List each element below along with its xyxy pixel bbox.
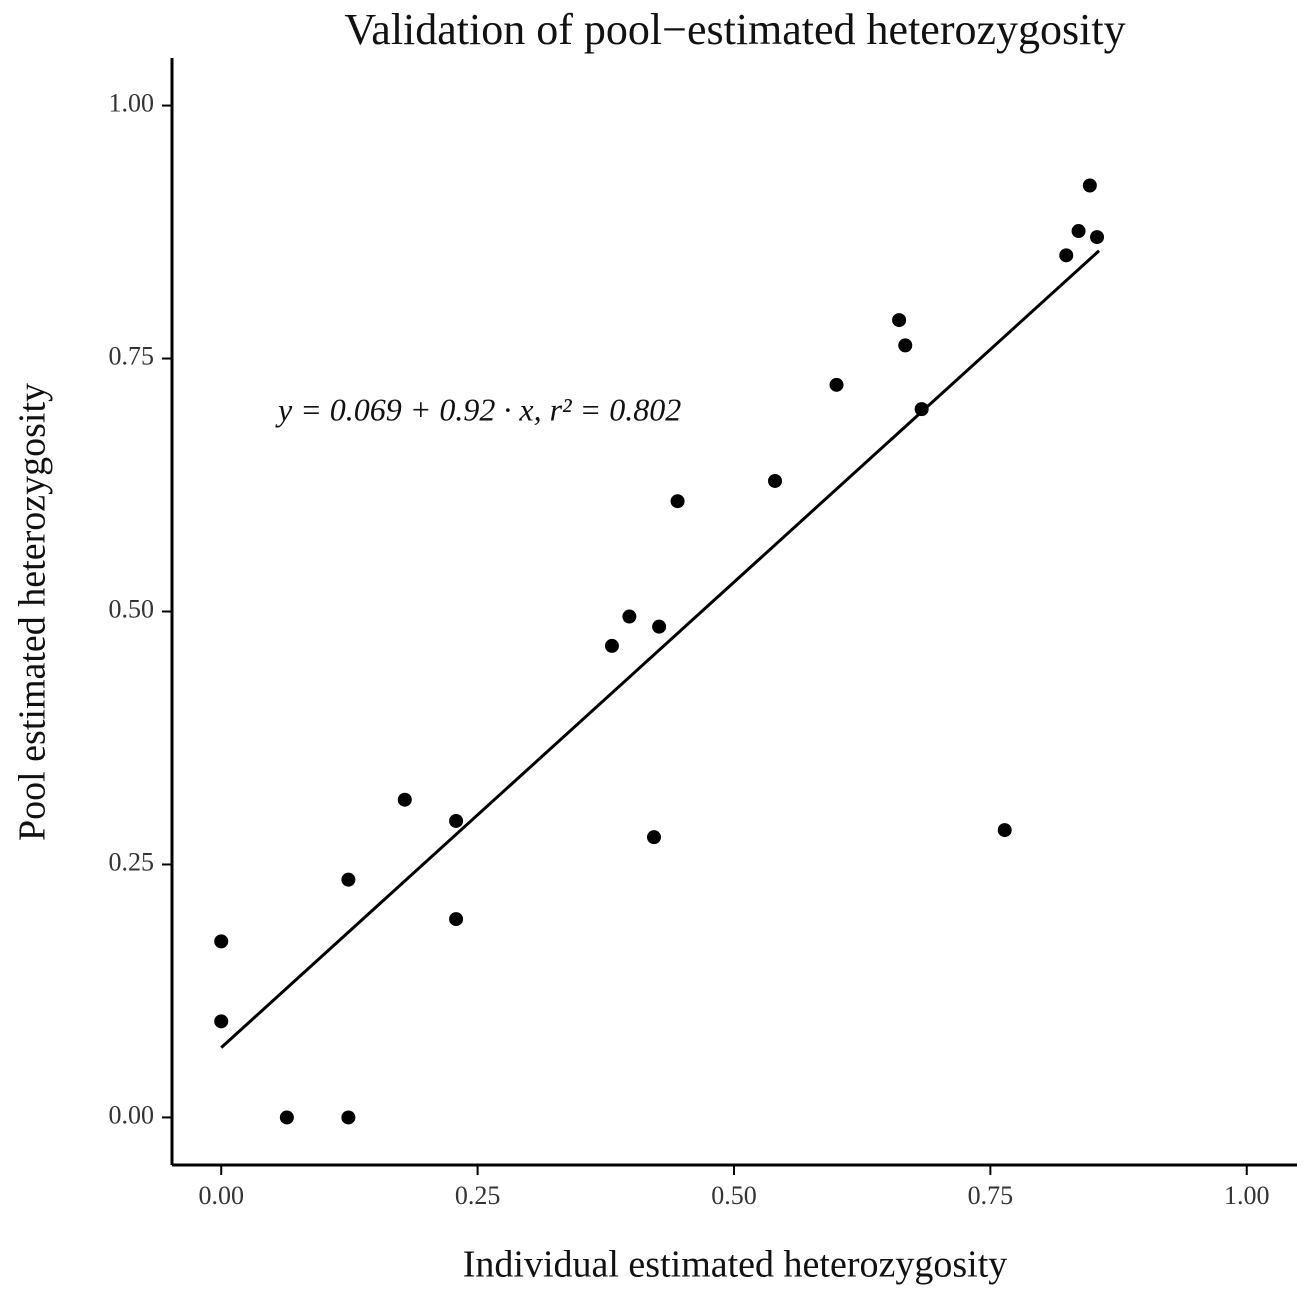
point xyxy=(604,638,619,653)
point xyxy=(670,494,685,509)
x-tick-label: 0.75 xyxy=(968,1181,1014,1210)
point xyxy=(829,377,844,392)
point xyxy=(1090,230,1105,245)
x-tick-label: 0.50 xyxy=(711,1181,757,1210)
x-tick-label: 0.25 xyxy=(455,1181,501,1210)
point xyxy=(622,609,637,624)
y-tick-label: 0.25 xyxy=(109,847,155,876)
point xyxy=(898,338,913,353)
x-axis-label: Individual estimated heterozygosity xyxy=(463,1244,1008,1286)
y-tick-label: 0.75 xyxy=(109,341,155,370)
point xyxy=(214,1014,229,1029)
y-axis-label: Pool estimated heterozygosity xyxy=(12,383,54,841)
x-tick-label: 0.00 xyxy=(198,1181,244,1210)
regression-line xyxy=(220,249,1101,1049)
point xyxy=(449,912,464,927)
point xyxy=(397,792,412,807)
y-tick-label: 0.00 xyxy=(109,1100,155,1129)
point xyxy=(341,872,356,887)
point xyxy=(449,813,464,828)
x-tick-label: 1.00 xyxy=(1224,1181,1270,1210)
chart-title: Validation of pool−estimated heterozygos… xyxy=(344,5,1125,54)
point xyxy=(914,402,929,417)
point xyxy=(1071,224,1086,239)
point xyxy=(1059,248,1074,263)
point xyxy=(341,1110,356,1125)
point xyxy=(997,823,1012,838)
annotation: y = 0.069 + 0.92 · x, r² = 0.802 xyxy=(275,391,681,427)
point xyxy=(652,619,667,634)
point xyxy=(214,934,229,949)
y-tick-label: 0.50 xyxy=(109,594,155,623)
point xyxy=(1082,178,1097,193)
y-tick-label: 1.00 xyxy=(109,89,155,118)
point xyxy=(892,313,907,328)
point xyxy=(768,473,783,488)
point xyxy=(279,1110,294,1125)
point xyxy=(646,830,661,845)
